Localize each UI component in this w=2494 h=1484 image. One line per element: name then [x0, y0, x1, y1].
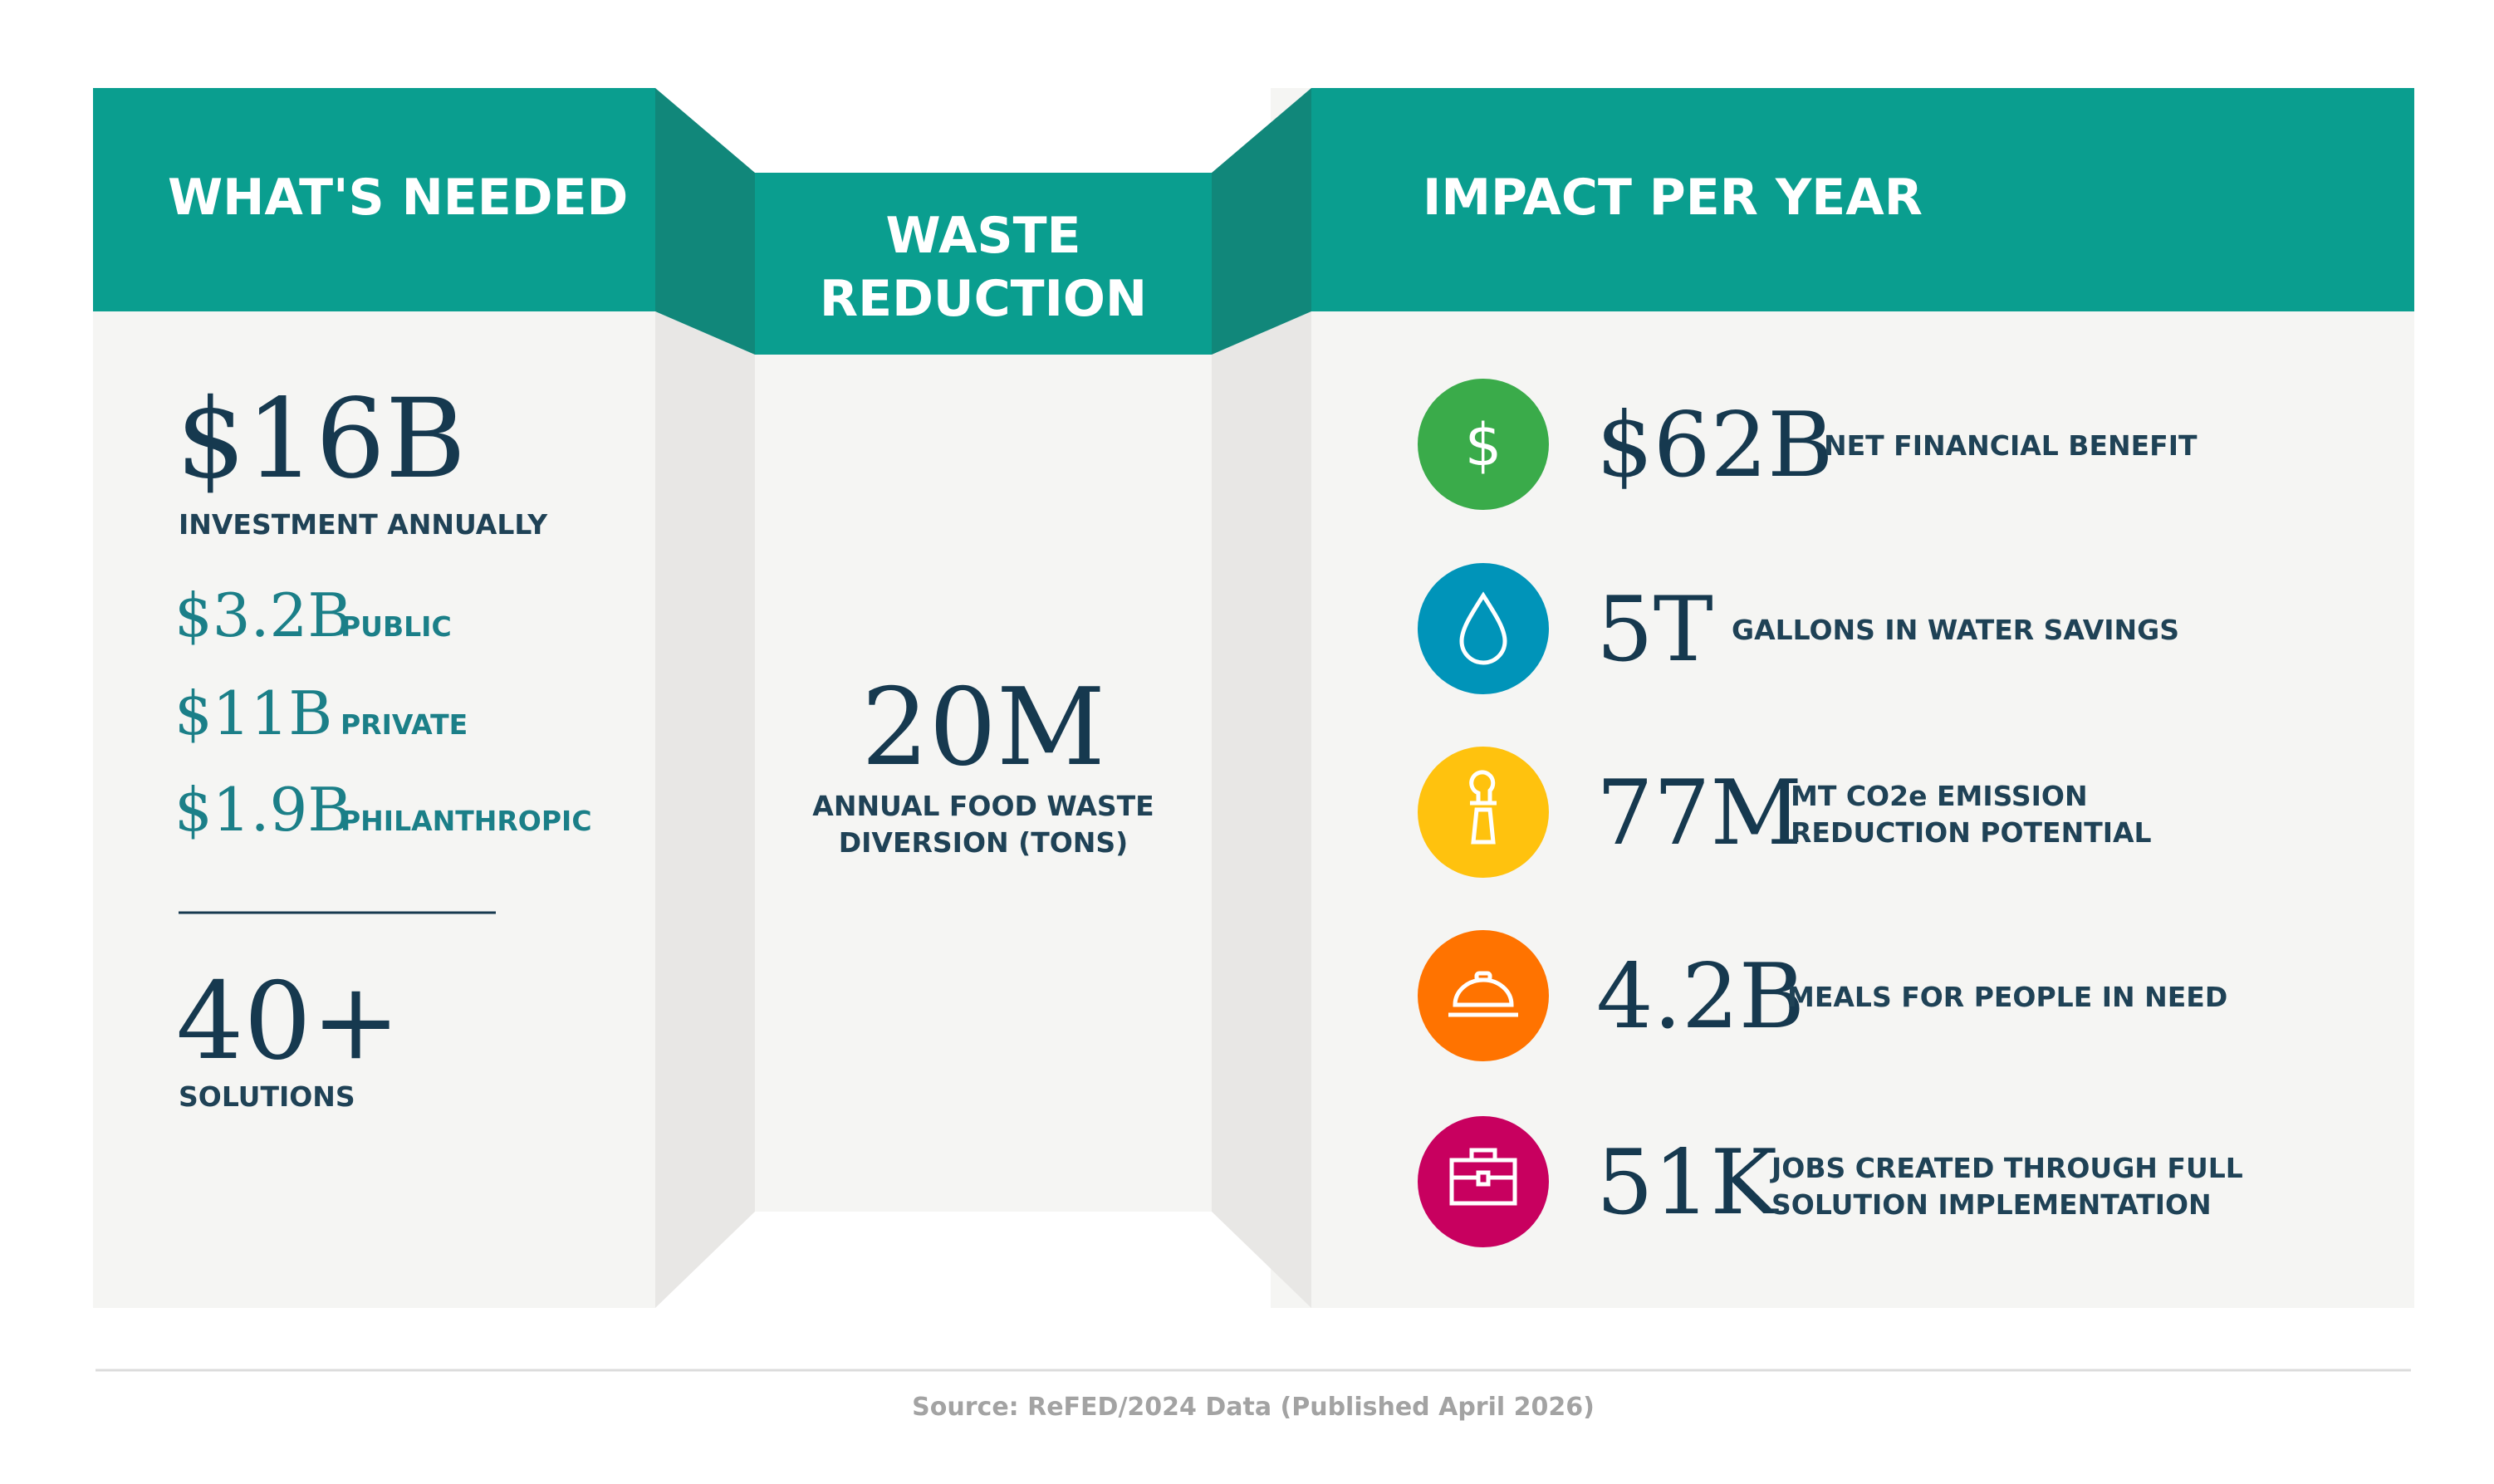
public-value: $3.2B — [174, 580, 351, 650]
diversion-label-line1: ANNUAL FOOD WASTE — [812, 790, 1154, 822]
impact-item-emissions: 77M MT CO2e EMISSION REDUCTION POTENTIAL — [1418, 747, 2152, 878]
right-fold — [1212, 311, 1311, 1308]
impact-value: 4.2B — [1596, 945, 1805, 1049]
source-note: Source: ReFED/2024 Data (Published April… — [912, 1393, 1595, 1422]
investment-value: $16B — [176, 375, 466, 503]
impact-value: 77M — [1596, 762, 1802, 865]
impact-label-line1: JOBS CREATED THROUGH FULL — [1770, 1152, 2243, 1184]
investment-label: INVESTMENT ANNUALLY — [179, 508, 548, 541]
smokestack-icon — [1469, 770, 1497, 845]
impact-value: 5T — [1596, 578, 1713, 682]
solutions-label: SOLUTIONS — [179, 1080, 355, 1113]
briefcase-icon — [1449, 1148, 1517, 1206]
impact-label-line2: REDUCTION POTENTIAL — [1791, 816, 2152, 849]
impact-label: NET FINANCIAL BENEFIT — [1824, 429, 2198, 462]
middle-title-line2: REDUCTION — [820, 270, 1147, 328]
diversion-value: 20M — [861, 666, 1105, 790]
diversion-label-line2: DIVERSION (TONS) — [839, 826, 1128, 859]
impact-item-meals: 4.2B MEALS FOR PEOPLE IN NEED — [1418, 930, 2227, 1061]
impact-value: $62B — [1596, 394, 1834, 497]
impact-item-jobs: 51K JOBS CREATED THROUGH FULL SOLUTION I… — [1418, 1116, 2243, 1247]
impact-label-line1: MT CO2e EMISSION — [1791, 780, 2088, 812]
dollar-icon: $ — [1465, 411, 1502, 479]
private-label: PRIVATE — [341, 708, 468, 741]
private-value: $11B — [174, 678, 332, 748]
left-header — [93, 88, 655, 311]
philanthropic-value: $1.9B — [174, 775, 351, 845]
impact-item-water: 5T GALLONS IN WATER SAVINGS — [1418, 563, 2179, 694]
impact-label: GALLONS IN WATER SAVINGS — [1732, 614, 2179, 646]
water-drop-icon — [1459, 591, 1507, 665]
philanthropic-label: PHILANTHROPIC — [341, 805, 592, 837]
right-header-fold — [1212, 88, 1311, 355]
food-cloche-icon — [1448, 971, 1518, 1017]
right-header — [1311, 88, 2414, 311]
middle-header — [755, 173, 1212, 355]
left-title: WHAT'S NEEDED — [168, 169, 628, 227]
right-title: IMPACT PER YEAR — [1423, 169, 1923, 227]
public-label: PUBLIC — [341, 610, 452, 643]
left-fold — [655, 311, 755, 1308]
impact-label: MEALS FOR PEOPLE IN NEED — [1787, 981, 2227, 1013]
impact-item-financial: $ $62B NET FINANCIAL BENEFIT — [1418, 379, 2198, 510]
impact-label-line2: SOLUTION IMPLEMENTATION — [1771, 1188, 2212, 1221]
middle-title-line1: WASTE — [885, 207, 1080, 265]
impact-value: 51K — [1596, 1131, 1779, 1235]
left-header-fold — [655, 88, 755, 355]
solutions-value: 40+ — [176, 960, 400, 1084]
